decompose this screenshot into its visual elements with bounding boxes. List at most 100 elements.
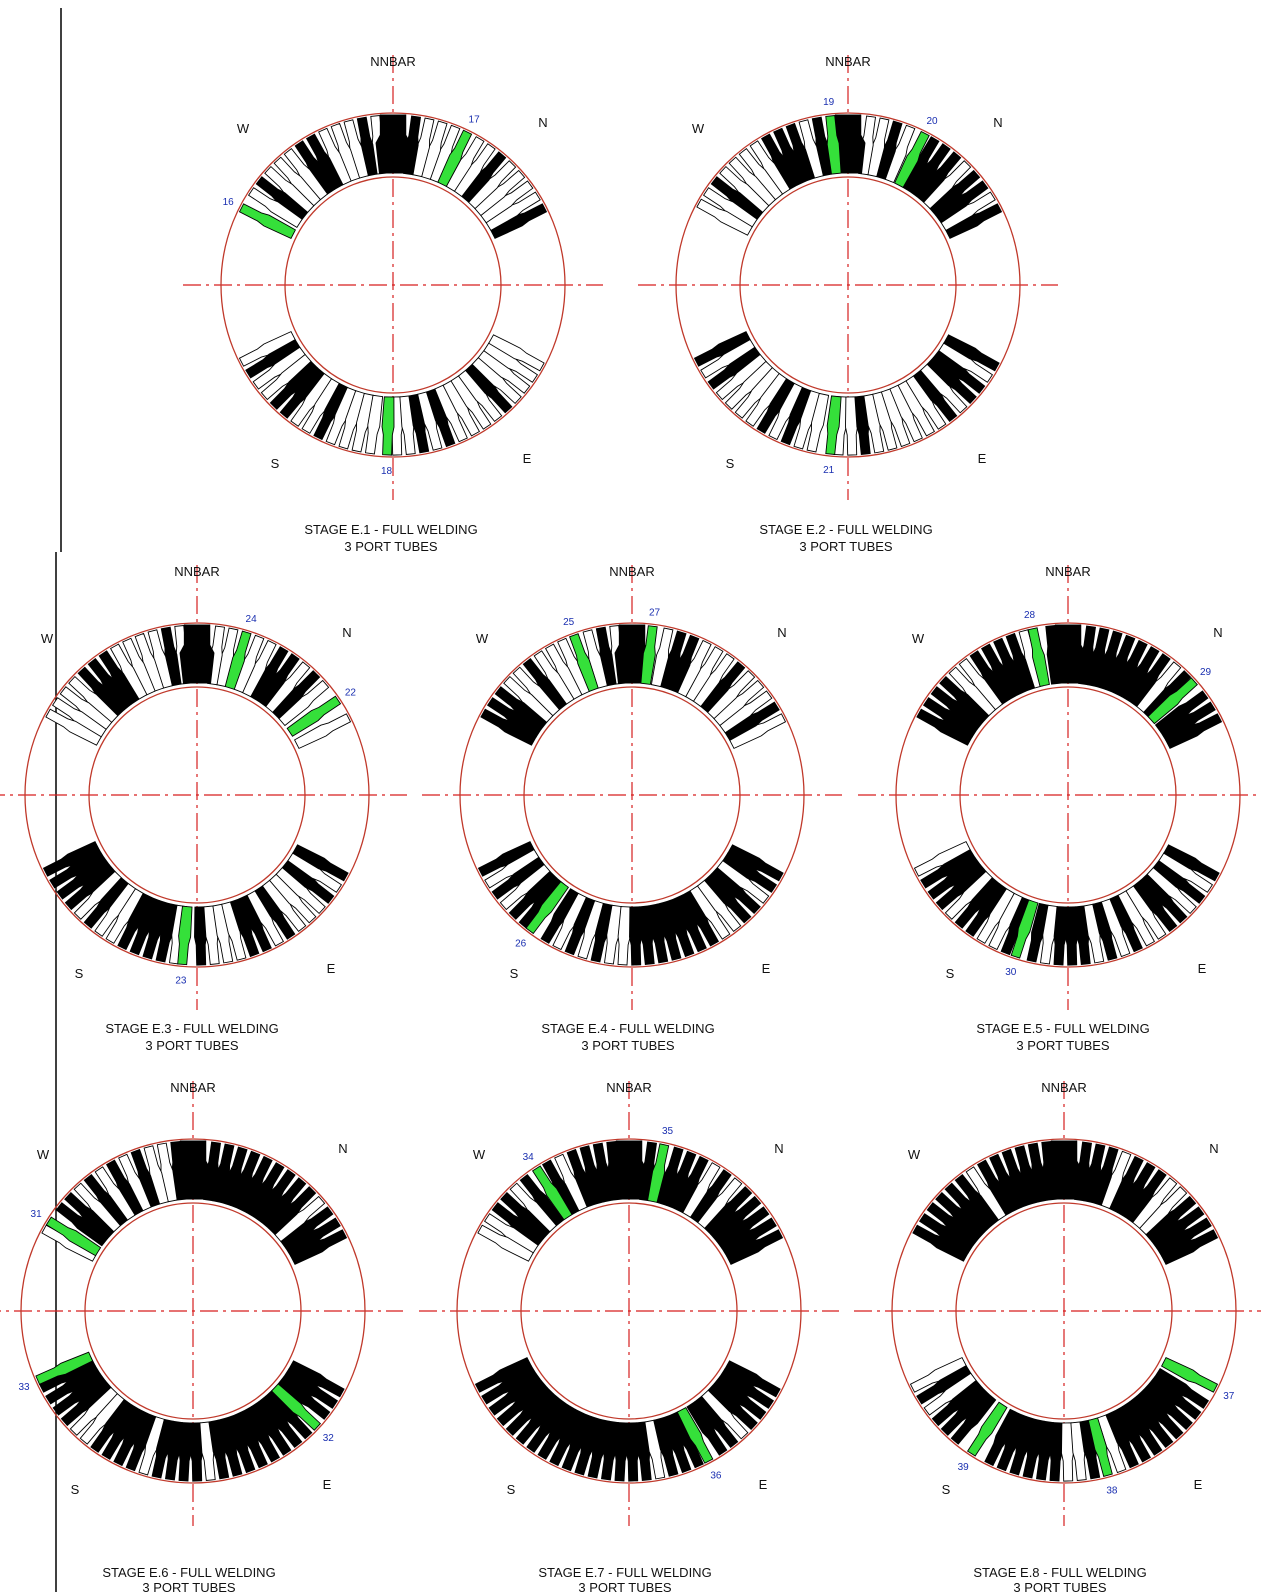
port-tube	[912, 1224, 969, 1262]
direction-n: N	[338, 1141, 347, 1156]
stage-wheel: 31 33 32 NNBAR W N S E	[0, 1080, 403, 1526]
direction-e: E	[1198, 961, 1207, 976]
direction-w: W	[37, 1147, 50, 1162]
inner-ring	[739, 176, 957, 394]
stage-e5-caption-line2: 3 PORT TUBES	[1016, 1038, 1110, 1053]
active-port-tube	[966, 1401, 1008, 1457]
port-tube-number: 18	[381, 466, 393, 477]
outer-ring	[675, 112, 1021, 458]
stage-e5-caption-line1: STAGE E.5 - FULL WELDING	[976, 1021, 1149, 1036]
direction-e: E	[1194, 1477, 1203, 1492]
port-tube	[1053, 906, 1067, 966]
direction-e: E	[323, 1477, 332, 1492]
outer-ring	[220, 112, 566, 458]
inner-ring	[284, 176, 502, 394]
active-port-tube	[1161, 1357, 1219, 1393]
port-tube-number: 38	[1106, 1486, 1118, 1497]
direction-s: S	[507, 1482, 516, 1497]
nnbar-port-tube	[1046, 1140, 1082, 1200]
port-tube	[45, 708, 102, 746]
direction-s: S	[71, 1482, 80, 1497]
nnbar-label: NNBAR	[170, 1080, 216, 1095]
port-tube	[247, 187, 303, 229]
active-port-tube	[1027, 627, 1050, 687]
port-tube	[294, 713, 352, 749]
nnbar-port-tube	[611, 1140, 647, 1200]
port-tube	[364, 394, 384, 455]
nnbar-label: NNBAR	[370, 54, 416, 69]
inner-ring	[520, 1202, 738, 1420]
stage-wheel: 28 29 30 NNBAR W N S E	[858, 564, 1261, 1010]
port-tube-number: 28	[1024, 610, 1036, 621]
stage-wheel: 16 17 18 NNBAR W N S E	[183, 54, 603, 500]
direction-e: E	[523, 451, 532, 466]
port-tube	[916, 708, 973, 746]
port-tube	[1049, 1422, 1063, 1482]
stage-wheel: 19 20 21 NNBAR W N S E	[638, 54, 1058, 500]
nnbar-label: NNBAR	[174, 564, 220, 579]
active-port-tube	[286, 695, 342, 737]
direction-e: E	[762, 961, 771, 976]
port-tube	[1154, 1367, 1210, 1409]
active-port-tube	[45, 1216, 102, 1257]
port-tube	[696, 198, 753, 236]
active-port-tube	[825, 395, 842, 455]
active-port-tube	[525, 880, 570, 935]
active-port-tube	[381, 396, 395, 456]
stage-e6-caption-line2: 3 PORT TUBES	[142, 1580, 236, 1592]
direction-w: W	[237, 121, 250, 136]
direction-s: S	[75, 966, 84, 981]
direction-n: N	[1213, 625, 1222, 640]
direction-e: E	[978, 451, 987, 466]
active-port-tube	[35, 1351, 94, 1385]
port-tube	[724, 1360, 781, 1398]
stage-e4-caption-line2: 3 PORT TUBES	[581, 1038, 675, 1053]
active-port-tube	[676, 1407, 714, 1464]
nnbar-label: NNBAR	[825, 54, 871, 69]
direction-n: N	[342, 625, 351, 640]
stage-e3-caption-line2: 3 PORT TUBES	[145, 1038, 239, 1053]
outer-ring	[459, 622, 805, 968]
stage-e4-caption-line1: STAGE E.4 - FULL WELDING	[541, 1021, 714, 1036]
port-tube-number: 26	[515, 939, 527, 950]
active-port-tube	[177, 905, 193, 966]
direction-w: W	[476, 631, 489, 646]
inner-ring	[959, 686, 1177, 904]
stage-e7-caption-line1: STAGE E.7 - FULL WELDING	[538, 1565, 711, 1580]
inner-ring	[88, 686, 306, 904]
direction-n: N	[774, 1141, 783, 1156]
direction-e: E	[327, 961, 336, 976]
stage-e2-caption-line1: STAGE E.2 - FULL WELDING	[759, 522, 932, 537]
direction-s: S	[271, 456, 280, 471]
stage-wheel: 37 38 39 NNBAR W N S E	[854, 1080, 1261, 1526]
active-port-tube	[224, 630, 252, 690]
direction-n: N	[538, 115, 547, 130]
port-tube-number: 34	[523, 1152, 535, 1163]
port-tube-number: 32	[323, 1433, 335, 1444]
port-tube	[488, 334, 545, 372]
port-tube	[477, 1224, 534, 1262]
direction-s: S	[942, 1482, 951, 1497]
port-tube-number: 20	[926, 116, 938, 127]
port-tube-number: 31	[31, 1209, 43, 1220]
port-tube-number: 22	[345, 688, 357, 699]
active-port-tube	[640, 625, 658, 685]
stage-e8-caption-line2: 3 PORT TUBES	[1013, 1580, 1107, 1592]
port-tube	[292, 844, 349, 882]
port-tube-number: 39	[958, 1462, 970, 1473]
active-port-tube	[1147, 677, 1198, 725]
port-tube	[950, 1393, 997, 1445]
port-tube-number: 35	[662, 1126, 674, 1137]
port-tube-number: 37	[1223, 1391, 1235, 1402]
stage-wheel: 24 22 23 NNBAR W N S E	[0, 564, 407, 1010]
active-port-tube	[894, 130, 930, 188]
direction-n: N	[777, 625, 786, 640]
direction-e: E	[759, 1477, 768, 1492]
port-tube-number: 23	[175, 975, 187, 986]
active-port-tube	[825, 115, 842, 175]
nnbar-label: NNBAR	[609, 564, 655, 579]
stage-e1-caption-line2: 3 PORT TUBES	[344, 539, 438, 554]
port-tube-number: 36	[710, 1470, 722, 1481]
nnbar-port-tube	[179, 624, 215, 684]
direction-n: N	[1209, 1141, 1218, 1156]
